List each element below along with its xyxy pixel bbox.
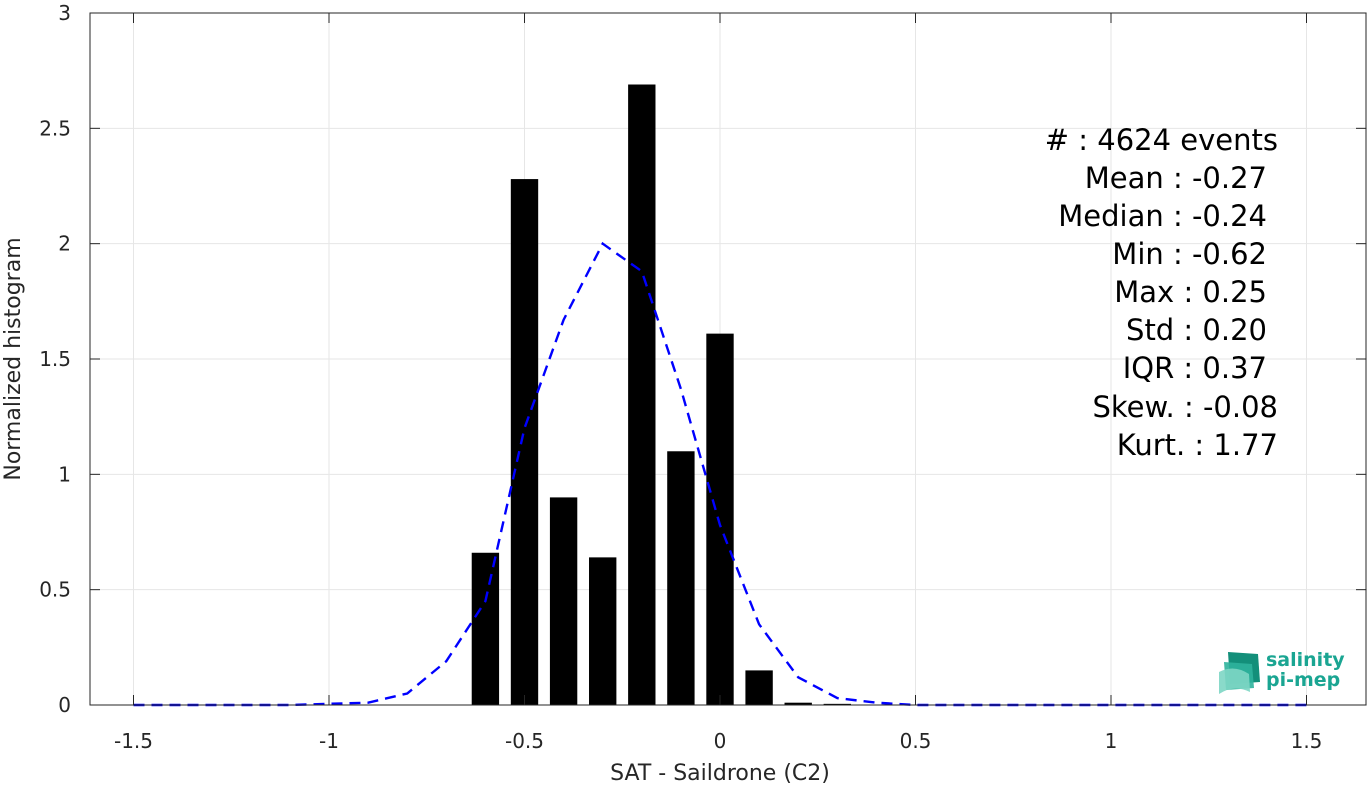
x-axis-label: SAT - Saildrone (C2): [610, 761, 830, 785]
histogram-bar: [745, 670, 773, 705]
histogram-bar: [784, 702, 812, 705]
y-tick-label: 0: [58, 693, 71, 717]
x-tick-labels: -1.5 -1 -0.5 0 0.5 1 1.5: [114, 729, 1322, 753]
y-axis-label: Normalized histogram: [1, 237, 26, 480]
y-tick-label: 2: [58, 232, 71, 256]
histogram-bar: [667, 451, 695, 705]
stat-min: Min : -0.62: [1112, 237, 1267, 271]
stat-skew: Skew. : -0.08: [1092, 390, 1278, 424]
y-tick-labels: 0 0.5 1 1.5 2 2.5 3: [39, 1, 71, 717]
stat-iqr: IQR : 0.37: [1123, 351, 1267, 385]
wave-logo-icon: [1219, 652, 1260, 694]
x-tick-label: 0.5: [900, 729, 932, 753]
stat-kurt: Kurt. : 1.77: [1117, 428, 1278, 462]
x-tick-label: -1: [319, 729, 339, 753]
stat-max: Max : 0.25: [1114, 275, 1267, 309]
salinity-pi-mep-logo: salinity pi-mep: [1219, 649, 1345, 694]
stat-events: # : 4624 events: [1045, 123, 1278, 157]
y-tick-label: 1: [58, 462, 71, 486]
logo-line1: salinity: [1266, 649, 1345, 671]
x-tick-label: 0: [714, 729, 727, 753]
stat-mean: Mean : -0.27: [1085, 161, 1267, 195]
histogram-bar: [823, 703, 851, 705]
y-tick-label: 2.5: [39, 116, 71, 140]
axes: [89, 12, 1367, 706]
y-tick-label: 0.5: [39, 578, 71, 602]
stat-median: Median : -0.24: [1058, 199, 1267, 233]
histogram-bar: [549, 497, 578, 705]
x-tick-label: 1.5: [1291, 729, 1323, 753]
histogram-bar: [589, 557, 617, 705]
y-tick-label: 3: [58, 1, 71, 25]
histogram-bar: [628, 84, 656, 706]
logo-line2: pi-mep: [1266, 669, 1340, 691]
histogram-bar: [471, 552, 500, 705]
stats-annotation: # : 4624 events Mean : -0.27 Median : -0…: [1045, 123, 1278, 462]
y-tick-label: 1.5: [39, 347, 71, 371]
histogram-bar: [510, 179, 539, 705]
x-tick-label: -0.5: [505, 729, 544, 753]
x-tick-label: -1.5: [114, 729, 153, 753]
x-tick-label: 1: [1105, 729, 1118, 753]
fit-curve: [133, 241, 1307, 707]
stat-std: Std : 0.20: [1126, 313, 1267, 347]
histogram-bars: [471, 84, 851, 706]
histogram-bar: [706, 333, 734, 705]
